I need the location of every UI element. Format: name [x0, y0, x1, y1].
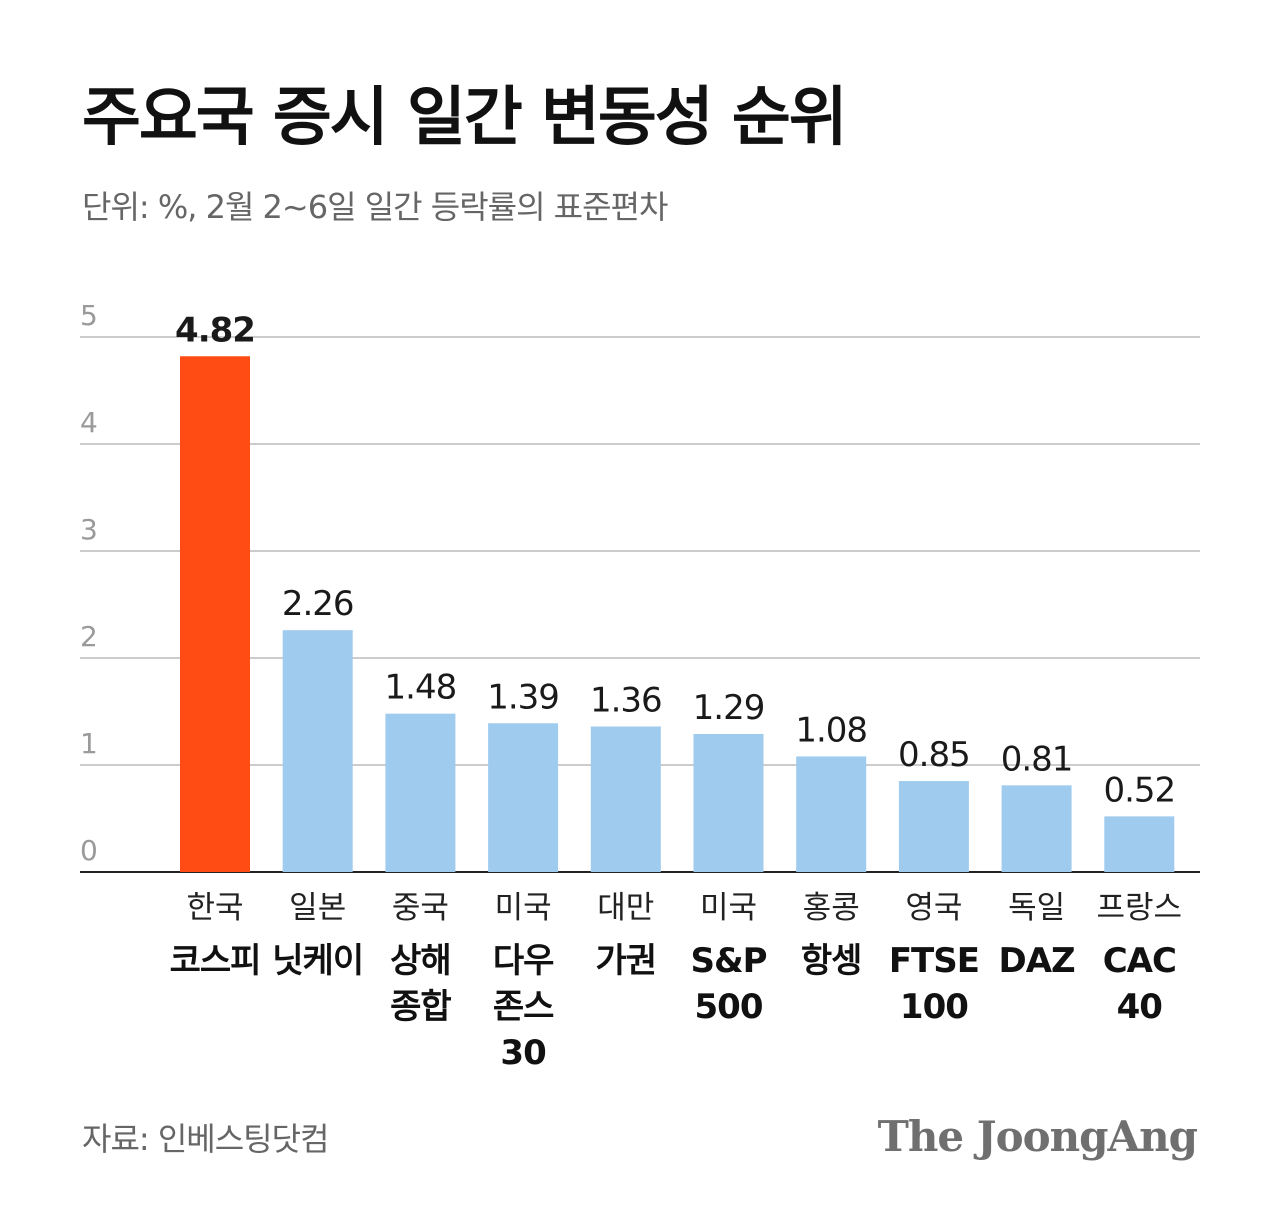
value-label: 1.29: [693, 688, 765, 728]
index-label: 가권: [596, 941, 657, 981]
index-label: 500: [695, 987, 763, 1027]
chart-subtitle: 단위: %, 2월 2~6일 일간 등락률의 표준편차: [82, 188, 668, 226]
country-label: 독일: [1008, 890, 1065, 926]
index-label: 다우: [493, 941, 554, 981]
value-labels: 4.82 2.26 1.48 1.39 1.36 1.29 1.08 0.85 0.81 0.52: [175, 310, 1176, 810]
y-tick-label: 1: [80, 727, 98, 760]
y-tick-label: 5: [80, 299, 98, 332]
index-label: S&P: [690, 941, 766, 981]
value-label: 1.48: [385, 668, 457, 708]
bars: [180, 356, 1175, 872]
index-label: DAZ: [998, 941, 1075, 981]
country-label: 영국: [905, 890, 962, 926]
bar: [693, 733, 764, 872]
bar: [282, 630, 353, 872]
country-label: 일본: [289, 890, 346, 926]
country-label: 미국: [700, 890, 757, 926]
index-label: 100: [900, 987, 968, 1027]
y-tick-label: 0: [80, 834, 98, 867]
index-label: 코스피: [170, 941, 261, 981]
y-tick-label: 2: [80, 620, 98, 653]
country-label: 홍콩: [803, 890, 860, 926]
value-label: 2.26: [282, 584, 354, 624]
bar-chart: 0 1 2 3 4 5 4.82 2.26 1.48 1.39 1.36 1.29 1.08 0.85 0…: [80, 299, 1200, 1073]
value-label: 0.52: [1103, 770, 1175, 810]
bar: [590, 726, 661, 872]
index-label: FTSE: [889, 941, 979, 981]
country-label: 프랑스: [1097, 890, 1183, 926]
country-label: 한국: [186, 890, 243, 926]
value-label: 0.85: [898, 735, 970, 775]
bar: [180, 356, 250, 872]
index-label: 항셍: [801, 941, 862, 981]
index-label: 상해: [390, 941, 451, 981]
bar: [796, 756, 867, 872]
y-tick-label: 3: [80, 513, 98, 546]
y-tick-label: 4: [80, 406, 98, 439]
value-label: 1.36: [590, 680, 662, 720]
bar: [488, 723, 559, 872]
value-label: 1.39: [487, 677, 559, 717]
bar: [1104, 816, 1175, 872]
value-label: 0.81: [1001, 739, 1073, 779]
index-label: 40: [1117, 987, 1163, 1027]
index-label: 닛케이: [272, 941, 363, 981]
index-label: 종합: [390, 987, 451, 1027]
country-label: 대만: [597, 890, 654, 926]
value-label: 4.82: [175, 310, 255, 350]
index-label: 존스: [493, 987, 554, 1027]
bar: [1001, 785, 1072, 872]
bar: [385, 713, 456, 872]
value-label: 1.08: [795, 710, 867, 750]
bar: [898, 781, 969, 872]
brand-logo: The JoongAng: [877, 1112, 1198, 1161]
country-label: 중국: [392, 890, 449, 926]
index-label: 30: [500, 1033, 546, 1073]
index-label: CAC: [1103, 941, 1176, 981]
country-label: 미국: [495, 890, 552, 926]
page-title: 주요국 증시 일간 변동성 순위: [82, 81, 848, 155]
y-axis-ticks: 0 1 2 3 4 5: [80, 299, 98, 867]
source-note: 자료: 인베스팅닷컴: [82, 1120, 329, 1158]
